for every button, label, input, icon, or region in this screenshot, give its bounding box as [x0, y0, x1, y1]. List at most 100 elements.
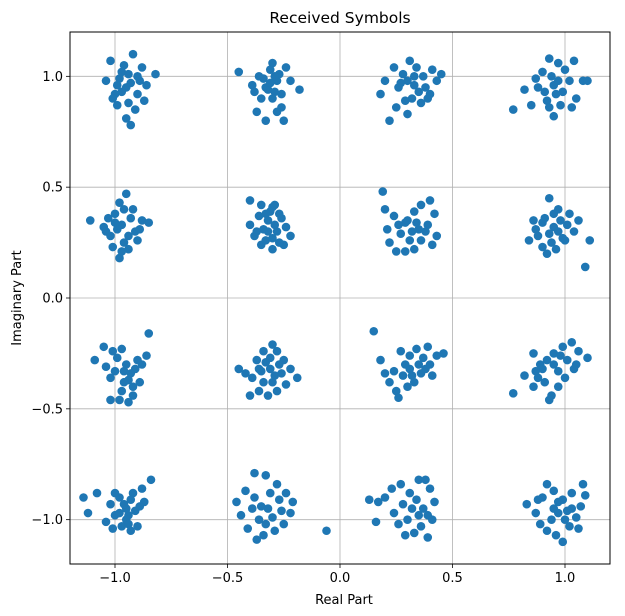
data-point	[529, 216, 538, 225]
data-point	[396, 78, 406, 88]
data-point	[562, 506, 572, 516]
data-point	[254, 72, 264, 81]
data-point	[508, 389, 518, 398]
data-point	[247, 80, 257, 90]
data-point	[256, 94, 266, 103]
data-point	[286, 231, 295, 241]
data-point	[128, 391, 138, 400]
data-point	[90, 355, 100, 365]
data-point	[85, 216, 95, 225]
data-point	[261, 471, 271, 480]
data-point	[254, 211, 264, 221]
data-point	[133, 236, 142, 245]
data-point	[418, 504, 428, 513]
data-point	[268, 233, 277, 243]
data-point	[254, 364, 264, 374]
x-tick-label: 1.0	[555, 571, 576, 586]
data-point	[126, 495, 136, 505]
data-point	[380, 76, 390, 86]
data-point	[571, 94, 581, 103]
data-point	[403, 216, 412, 225]
data-point	[121, 189, 131, 199]
data-point	[142, 351, 151, 360]
data-point	[385, 377, 394, 387]
data-point	[556, 100, 565, 110]
data-point	[398, 499, 408, 509]
data-point	[124, 397, 133, 407]
data-point	[103, 213, 113, 223]
data-point	[254, 515, 264, 524]
data-point	[432, 231, 442, 241]
data-point	[265, 364, 275, 374]
data-point	[427, 65, 437, 74]
data-point	[261, 519, 271, 529]
data-point	[565, 522, 574, 531]
data-point	[391, 247, 401, 256]
data-point	[396, 229, 406, 239]
data-point	[243, 524, 253, 533]
data-point	[272, 107, 282, 117]
data-point	[259, 377, 268, 387]
data-point	[92, 488, 102, 498]
data-point	[560, 65, 570, 74]
data-point	[115, 253, 124, 263]
data-point	[121, 360, 131, 369]
data-point	[117, 87, 127, 97]
data-point	[108, 242, 118, 252]
data-point	[418, 353, 428, 363]
data-point	[403, 382, 412, 391]
data-point	[250, 468, 259, 478]
data-point	[117, 386, 127, 396]
data-point	[430, 497, 439, 507]
data-point	[274, 238, 284, 247]
x-axis-label: Real Part	[315, 593, 373, 608]
data-point	[421, 364, 430, 374]
data-point	[270, 220, 280, 230]
data-point	[567, 488, 577, 498]
data-point	[272, 346, 282, 356]
data-point	[137, 216, 147, 225]
data-point	[389, 211, 399, 221]
data-point	[405, 351, 415, 360]
data-point	[423, 533, 433, 542]
data-point	[115, 395, 124, 405]
data-point	[535, 519, 545, 529]
data-point	[112, 80, 122, 90]
data-point	[416, 236, 426, 245]
data-point	[130, 105, 140, 114]
data-point	[549, 111, 559, 121]
data-point	[126, 78, 136, 88]
data-point	[558, 233, 568, 243]
data-point	[252, 535, 262, 544]
data-point	[529, 382, 538, 391]
data-point	[421, 227, 430, 236]
data-point	[398, 371, 408, 380]
data-point	[265, 78, 275, 88]
data-point	[432, 351, 442, 360]
data-point	[124, 69, 133, 79]
data-point	[135, 502, 145, 511]
data-point	[432, 76, 442, 86]
data-point	[119, 366, 129, 376]
data-point	[119, 205, 129, 214]
data-point	[128, 205, 138, 214]
data-point	[254, 386, 264, 396]
data-point	[292, 373, 302, 383]
data-point	[83, 508, 93, 518]
data-point	[416, 522, 426, 531]
data-point	[540, 377, 550, 387]
data-point	[133, 522, 142, 531]
data-point	[101, 227, 111, 236]
data-point	[385, 238, 394, 247]
x-tick-label: −1.0	[99, 571, 131, 586]
data-point	[252, 107, 262, 117]
data-point	[112, 100, 122, 110]
data-point	[569, 56, 579, 66]
data-point	[394, 393, 403, 403]
data-point	[261, 116, 271, 125]
y-axis-label: Imaginary Part	[10, 250, 25, 345]
data-point	[414, 360, 424, 369]
data-point	[295, 85, 304, 94]
data-point	[533, 495, 543, 505]
data-point	[259, 224, 268, 234]
